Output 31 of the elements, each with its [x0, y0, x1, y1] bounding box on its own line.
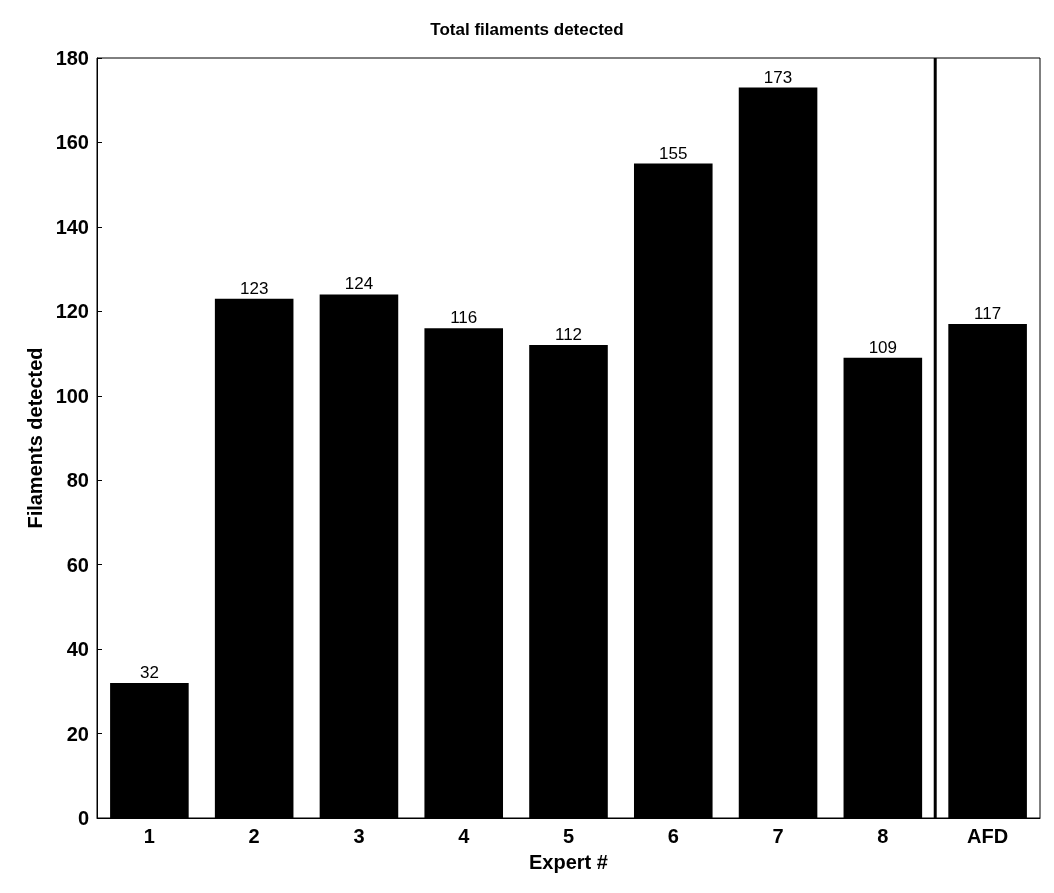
y-tick-label: 0: [77, 807, 89, 829]
y-tick-label: 40: [66, 638, 89, 661]
data-label: 117: [974, 304, 1002, 323]
x-tick-label: 7: [772, 825, 784, 847]
y-tick-label: 20: [66, 722, 89, 745]
data-label: 112: [554, 325, 583, 345]
y-tick-label: 120: [55, 300, 89, 323]
y-tick-label: 160: [55, 131, 89, 154]
data-label: 123: [239, 278, 269, 298]
y-tick-label: 180: [55, 47, 89, 69]
x-tick-label: 3: [353, 825, 365, 847]
x-tick-label: 8: [877, 825, 889, 847]
x-tick-label: 6: [667, 825, 679, 847]
data-label: 32: [139, 662, 159, 682]
y-tick-label: 80: [66, 469, 89, 492]
x-axis-title: Expert #: [529, 851, 608, 873]
x-tick-label: 2: [248, 825, 260, 847]
x-tick-label: 1: [143, 825, 155, 847]
data-label: 109: [868, 337, 898, 357]
data-label: 155: [659, 143, 688, 163]
chart-title: Total filaments detected: [430, 20, 624, 39]
y-tick-label: 140: [55, 215, 89, 238]
x-tick-label: 5: [562, 825, 575, 847]
data-label: 116: [450, 308, 478, 328]
data-label: 124: [344, 274, 374, 294]
y-tick-label: 100: [55, 384, 89, 407]
y-axis-title: Filaments detected: [23, 347, 46, 529]
data-label: 173: [763, 67, 793, 87]
x-tick-label: AFD: [967, 825, 1009, 847]
y-tick-label: 60: [66, 553, 89, 576]
x-tick-label: 4: [458, 825, 471, 847]
